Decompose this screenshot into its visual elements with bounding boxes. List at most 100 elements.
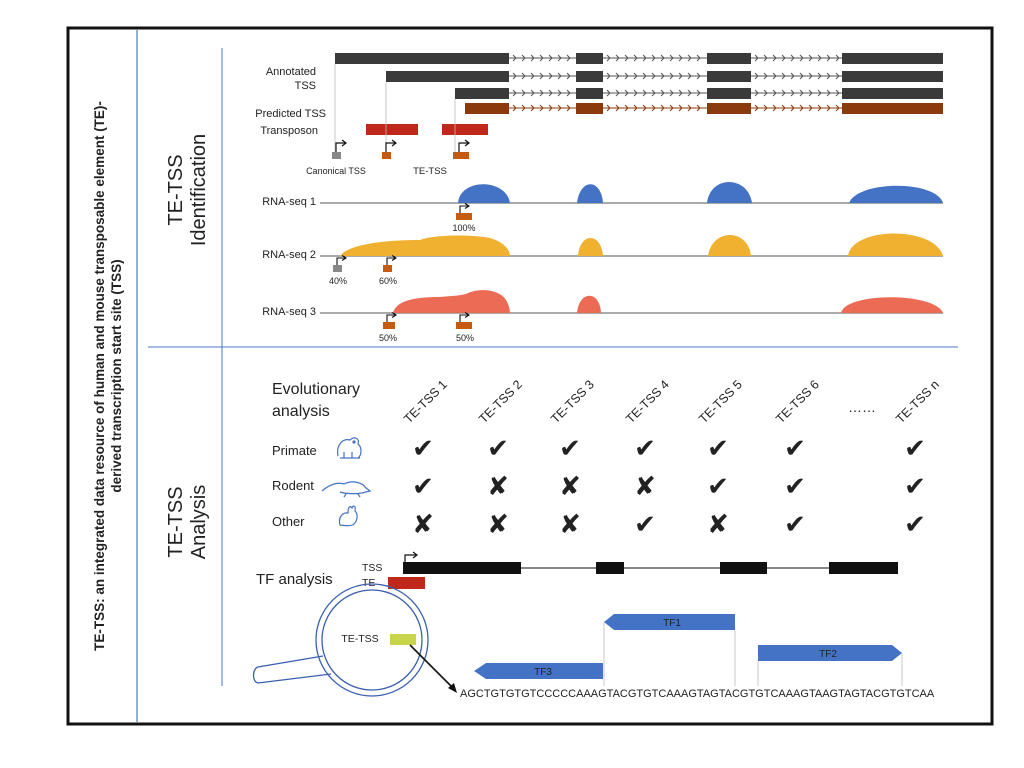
intron-chevron bbox=[660, 104, 665, 112]
intron-chevron bbox=[817, 89, 822, 97]
analysis-label-2: Analysis bbox=[188, 485, 210, 559]
intron-chevron bbox=[548, 72, 553, 80]
intron-chevron bbox=[754, 54, 759, 62]
intron-chevron bbox=[835, 104, 840, 112]
rnaseq-1-pct: 100% bbox=[452, 223, 475, 233]
zoom-arrow-head bbox=[448, 683, 457, 693]
cross-icon: ✘ bbox=[487, 509, 509, 539]
intron-chevron bbox=[772, 72, 777, 80]
intron-chevron bbox=[790, 89, 795, 97]
intron-chevron bbox=[539, 54, 544, 62]
intron-chevron bbox=[696, 104, 701, 112]
intron-chevron bbox=[642, 89, 647, 97]
side-title-line2: derived transcription start site (TSS) bbox=[109, 259, 124, 492]
check-icon: ✔ bbox=[707, 433, 729, 463]
intron-chevron bbox=[799, 72, 804, 80]
rnaseq-3-label: RNA-seq 3 bbox=[262, 306, 316, 318]
intron-chevron bbox=[539, 104, 544, 112]
predicted-tss-label: Predicted TSS bbox=[255, 108, 326, 120]
canonical-tss-marker bbox=[332, 139, 347, 159]
tf-transcript bbox=[403, 551, 898, 574]
intron-chevron bbox=[606, 89, 611, 97]
check-icon: ✔ bbox=[904, 471, 926, 501]
column-header: TE-TSS 6 bbox=[773, 377, 822, 426]
rnaseq-2-label: RNA-seq 2 bbox=[262, 249, 316, 261]
intron-chevron bbox=[530, 89, 535, 97]
intron-chevron bbox=[512, 104, 517, 112]
rnaseq-3-peak bbox=[841, 297, 943, 313]
intron-chevron bbox=[651, 104, 656, 112]
intron-chevron bbox=[808, 104, 813, 112]
te-tss-label: TE-TSS bbox=[413, 166, 447, 177]
intron-chevron bbox=[615, 72, 620, 80]
column-header: TE-TSS n bbox=[893, 377, 942, 426]
intron-chevron bbox=[835, 89, 840, 97]
intron-chevron bbox=[606, 54, 611, 62]
rnaseq-2-pct-canonical: 40% bbox=[329, 276, 347, 286]
rnaseq-3-pct-2: 50% bbox=[456, 333, 474, 343]
intron-chevron bbox=[678, 104, 683, 112]
tf3-label: TF3 bbox=[534, 667, 552, 678]
intron-chevron bbox=[615, 104, 620, 112]
intron-chevron bbox=[754, 104, 759, 112]
intron-chevron bbox=[615, 89, 620, 97]
intron-chevron bbox=[817, 54, 822, 62]
intron-chevron bbox=[678, 54, 683, 62]
te-track-block bbox=[388, 577, 425, 589]
intron-chevron bbox=[696, 89, 701, 97]
columns-ellipsis: …… bbox=[848, 399, 876, 415]
check-icon: ✔ bbox=[707, 471, 729, 501]
intron-chevron bbox=[633, 54, 638, 62]
intron-chevron bbox=[826, 54, 831, 62]
check-icon: ✔ bbox=[412, 433, 434, 463]
intron-chevron bbox=[669, 72, 674, 80]
intron-chevron bbox=[557, 104, 562, 112]
intron-chevron bbox=[530, 72, 535, 80]
zoom-arrow-line bbox=[409, 644, 456, 691]
evolutionary-label-2: analysis bbox=[272, 403, 330, 420]
intron-chevron bbox=[808, 72, 813, 80]
intron-chevron bbox=[687, 72, 692, 80]
intron-chevron bbox=[651, 54, 656, 62]
cross-icon: ✘ bbox=[412, 509, 434, 539]
rnaseq-2-peak bbox=[578, 238, 603, 256]
tss-track-label: TSS bbox=[362, 562, 382, 574]
intron-chevron bbox=[512, 89, 517, 97]
identification-label-1: TE-TSS bbox=[165, 154, 187, 225]
column-header: TE-TSS 1 bbox=[401, 377, 450, 426]
tf2-label: TF2 bbox=[819, 649, 837, 660]
intron-chevron bbox=[566, 54, 571, 62]
intron-chevron bbox=[521, 89, 526, 97]
rnaseq-3-pct-1: 50% bbox=[379, 333, 397, 343]
annotated-transcript-3 bbox=[455, 88, 943, 99]
cross-icon: ✘ bbox=[487, 471, 509, 501]
intron-chevron bbox=[548, 89, 553, 97]
species-other-label: Other bbox=[272, 514, 305, 529]
intron-chevron bbox=[530, 54, 535, 62]
annotated-label-2: TSS bbox=[295, 80, 316, 92]
side-title-line1: TE-TSS: an integrated data resource of h… bbox=[92, 101, 107, 651]
intron-chevron bbox=[548, 54, 553, 62]
cross-icon: ✘ bbox=[559, 471, 581, 501]
intron-chevron bbox=[633, 104, 638, 112]
species-rodent-label: Rodent bbox=[272, 478, 314, 493]
intron-chevron bbox=[696, 72, 701, 80]
rnaseq-3-peak bbox=[577, 295, 601, 313]
rnaseq-2-te-tss-marker bbox=[383, 255, 398, 272]
intron-chevron bbox=[512, 54, 517, 62]
check-icon: ✔ bbox=[412, 471, 434, 501]
check-icon: ✔ bbox=[784, 471, 806, 501]
intron-chevron bbox=[826, 72, 831, 80]
intron-chevron bbox=[781, 72, 786, 80]
rnaseq-1-peak bbox=[458, 184, 510, 203]
te-track-label: TE bbox=[362, 577, 375, 589]
canonical-tss-label: Canonical TSS bbox=[306, 166, 366, 176]
intron-chevron bbox=[763, 54, 768, 62]
annotated-transcript-2 bbox=[386, 71, 943, 82]
intron-chevron bbox=[678, 89, 683, 97]
intron-chevron bbox=[624, 104, 629, 112]
check-icon: ✔ bbox=[904, 433, 926, 463]
intron-chevron bbox=[799, 89, 804, 97]
column-header: TE-TSS 5 bbox=[696, 377, 745, 426]
